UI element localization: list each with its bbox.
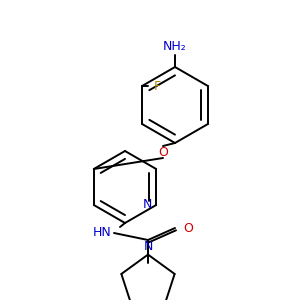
Text: HN: HN	[93, 226, 112, 239]
Text: O: O	[158, 146, 168, 158]
Text: N: N	[143, 199, 152, 212]
Text: N: N	[143, 240, 153, 253]
Text: NH₂: NH₂	[163, 40, 187, 53]
Text: F: F	[154, 80, 161, 92]
Text: O: O	[183, 221, 193, 235]
